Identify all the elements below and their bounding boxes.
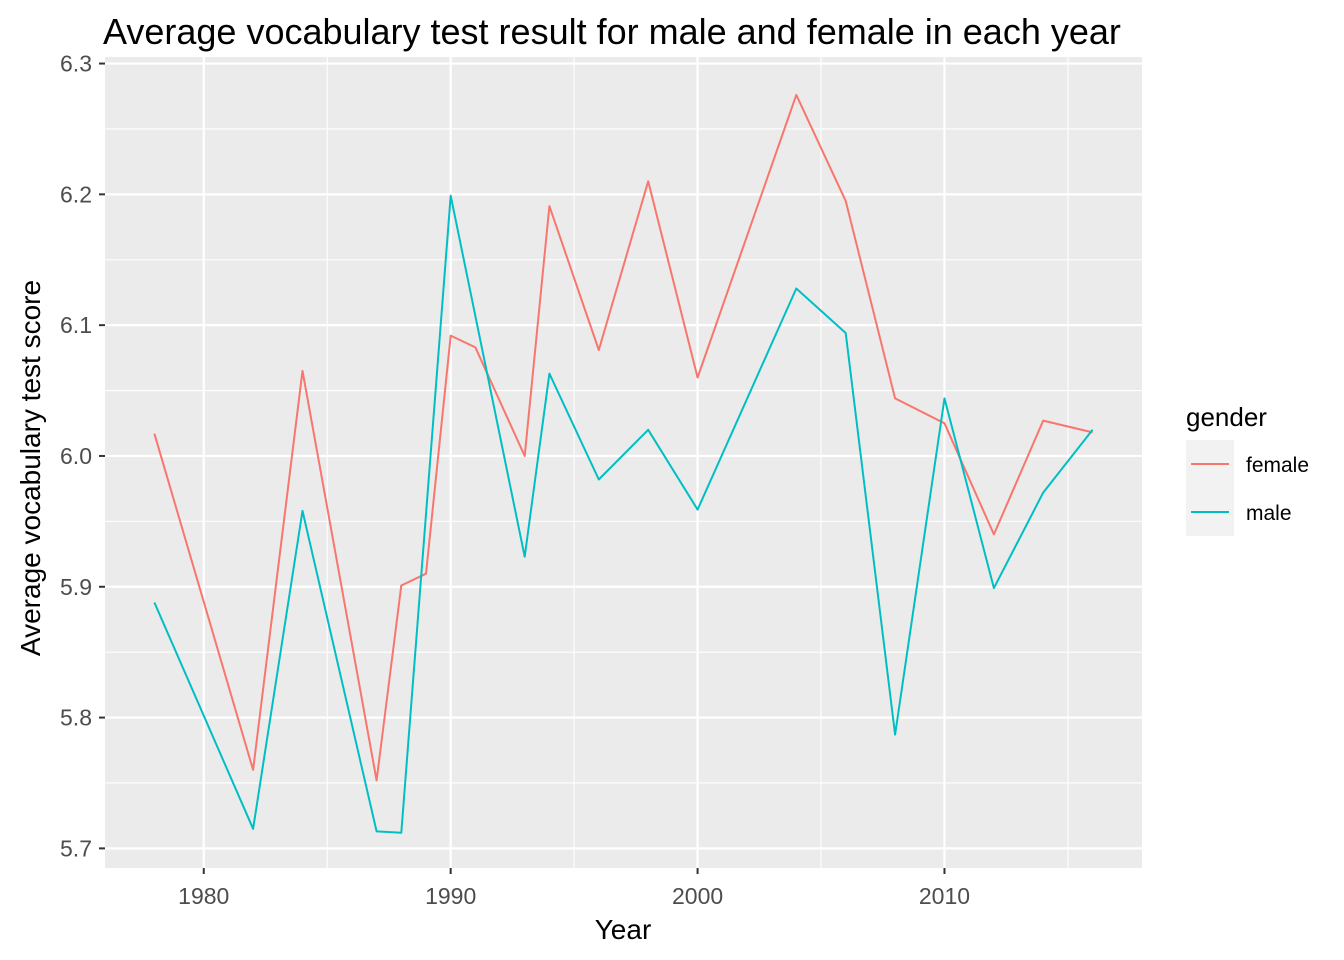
chart-title: Average vocabulary test result for male …	[103, 11, 1121, 52]
legend-label-female: female	[1246, 454, 1309, 477]
legend-label-male: male	[1246, 502, 1292, 525]
x-tick-label: 1980	[178, 883, 229, 909]
series-line-female	[153, 93, 1093, 782]
x-tick-label: 2000	[672, 883, 723, 909]
y-tick-label: 5.7	[60, 835, 92, 861]
legend-title: gender	[1186, 402, 1267, 432]
x-axis-title: Year	[595, 914, 652, 945]
series-line-male	[153, 194, 1094, 834]
legend: gender female male	[1186, 402, 1309, 536]
y-tick-label: 5.9	[60, 574, 92, 600]
plot-panel	[105, 57, 1142, 868]
y-tick-label: 6.1	[60, 312, 92, 338]
y-axis-ticks: 5.7 5.8 5.9 6.0 6.1 6.2 6.3	[60, 51, 105, 861]
y-tick-label: 6.3	[60, 51, 92, 77]
grid-minor	[105, 57, 1142, 868]
series-lines	[153, 93, 1094, 834]
x-tick-label: 1990	[425, 883, 476, 909]
x-axis-ticks: 1980 1990 2000 2010	[178, 868, 970, 909]
y-axis-title: Average vocabulary test score	[15, 280, 46, 656]
y-tick-label: 6.0	[60, 443, 92, 469]
y-tick-label: 5.8	[60, 705, 92, 731]
legend-key-background	[1186, 440, 1234, 536]
y-tick-label: 6.2	[60, 181, 92, 207]
x-tick-label: 2010	[919, 883, 970, 909]
